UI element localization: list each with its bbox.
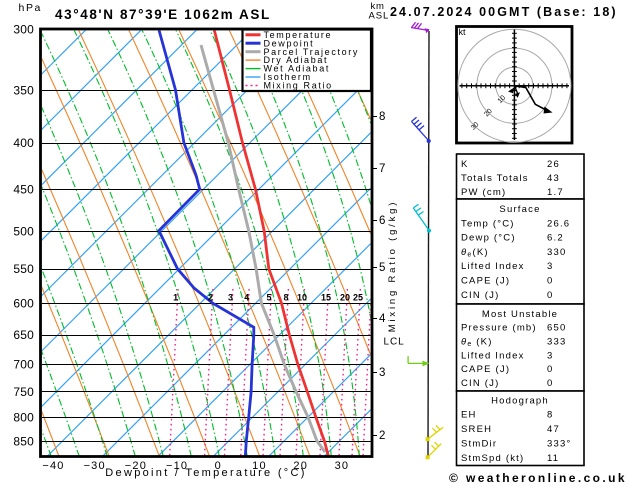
svg-text:3: 3: [547, 261, 553, 272]
svg-text:CAPE (J): CAPE (J): [461, 364, 510, 375]
svg-text:8: 8: [379, 111, 385, 123]
svg-text:550: 550: [13, 262, 34, 276]
svg-text:5: 5: [379, 262, 385, 274]
svg-text:Isotherm: Isotherm: [264, 72, 312, 82]
svg-text:850: 850: [13, 434, 34, 448]
svg-text:SREH: SREH: [461, 424, 492, 435]
svg-text:2: 2: [379, 430, 385, 442]
svg-text:10: 10: [252, 460, 267, 472]
svg-text:20: 20: [293, 460, 308, 472]
svg-text:0: 0: [547, 275, 553, 286]
svg-text:3: 3: [379, 367, 385, 379]
svg-text:43°48'N 87°39'E 1062m ASL: 43°48'N 87°39'E 1062m ASL: [55, 7, 271, 22]
svg-text:26.6: 26.6: [547, 218, 570, 229]
svg-text:−30: −30: [84, 460, 106, 472]
svg-text:StmDir: StmDir: [461, 438, 497, 449]
svg-text:650: 650: [13, 328, 34, 342]
svg-text:650: 650: [547, 322, 566, 333]
svg-text:11: 11: [547, 453, 559, 464]
svg-text:4: 4: [379, 313, 386, 325]
svg-text:4: 4: [244, 293, 249, 303]
svg-text:CIN (J): CIN (J): [461, 378, 499, 389]
svg-text:450: 450: [13, 183, 34, 197]
svg-text:Mixing Ratio: Mixing Ratio: [264, 81, 333, 91]
svg-text:ASL: ASL: [369, 11, 390, 22]
svg-text:20: 20: [340, 293, 350, 303]
svg-text:Dewp (°C): Dewp (°C): [461, 232, 516, 243]
svg-text:25: 25: [353, 293, 363, 303]
svg-text:−20: −20: [125, 460, 147, 472]
svg-text:350: 350: [13, 83, 34, 97]
svg-text:Lifted Index: Lifted Index: [461, 350, 525, 361]
svg-text:Dewpoint / Temperature (°C): Dewpoint / Temperature (°C): [105, 467, 306, 479]
svg-text:Most Unstable: Most Unstable: [482, 309, 558, 320]
svg-text:0: 0: [215, 460, 222, 472]
svg-text:10: 10: [297, 293, 307, 303]
svg-text:10: 10: [497, 94, 508, 105]
svg-text:Pressure (mb): Pressure (mb): [461, 322, 537, 333]
svg-text:6: 6: [379, 215, 385, 227]
svg-text:43: 43: [547, 173, 560, 184]
svg-text:Hodograph: Hodograph: [491, 395, 549, 406]
svg-text:333°: 333°: [547, 438, 571, 449]
svg-text:Temperature: Temperature: [264, 30, 333, 40]
svg-text:Dewpoint: Dewpoint: [264, 38, 315, 48]
svg-text:500: 500: [13, 224, 34, 238]
svg-text:hPa: hPa: [19, 2, 42, 14]
svg-text:750: 750: [13, 385, 34, 399]
svg-text:3: 3: [547, 350, 553, 361]
svg-text:CAPE (J): CAPE (J): [461, 275, 510, 286]
svg-text:km: km: [371, 1, 385, 12]
svg-text:400: 400: [13, 136, 34, 150]
svg-text:LCL: LCL: [384, 337, 405, 348]
svg-text:Dry Adiabat: Dry Adiabat: [264, 55, 329, 65]
svg-text:0: 0: [547, 364, 553, 375]
svg-text:PW (cm): PW (cm): [461, 187, 506, 198]
svg-text:2: 2: [208, 293, 213, 303]
svg-text:333: 333: [547, 336, 566, 347]
svg-text:5: 5: [266, 293, 271, 303]
svg-text:30: 30: [335, 460, 350, 472]
svg-text:Parcel Trajectory: Parcel Trajectory: [264, 47, 360, 57]
svg-text:6.2: 6.2: [547, 232, 564, 243]
svg-text:CIN (J): CIN (J): [461, 290, 499, 301]
svg-text:Temp (°C): Temp (°C): [461, 218, 515, 229]
svg-text:26: 26: [547, 159, 560, 170]
svg-text:600: 600: [13, 297, 34, 311]
svg-text:Lifted Index: Lifted Index: [461, 261, 525, 272]
svg-text:330: 330: [547, 247, 566, 258]
svg-text:8: 8: [283, 293, 288, 303]
svg-text:1: 1: [173, 293, 178, 303]
svg-text:EH: EH: [461, 409, 477, 420]
svg-text:Mixing Ratio (g/kg): Mixing Ratio (g/kg): [387, 200, 398, 332]
svg-text:−40: −40: [42, 460, 64, 472]
svg-text:20: 20: [483, 108, 494, 119]
svg-text:800: 800: [13, 410, 34, 424]
svg-text:−10: −10: [166, 460, 188, 472]
svg-text:0: 0: [547, 378, 553, 389]
svg-text:Totals Totals: Totals Totals: [461, 173, 529, 184]
svg-text:StmSpd (kt): StmSpd (kt): [461, 453, 524, 464]
svg-text:1.7: 1.7: [547, 187, 564, 198]
svg-text:8: 8: [547, 409, 553, 420]
svg-text:θe(K): θe(K): [461, 247, 489, 258]
svg-text:3: 3: [228, 293, 233, 303]
svg-text:30: 30: [470, 121, 481, 132]
svg-text:7: 7: [379, 163, 385, 175]
svg-text:Surface: Surface: [499, 204, 540, 215]
svg-text:15: 15: [321, 293, 331, 303]
svg-text:300: 300: [13, 22, 34, 36]
svg-text:24.07.2024 00GMT (Base: 18): 24.07.2024 00GMT (Base: 18): [390, 5, 618, 19]
svg-text:Wet Adiabat: Wet Adiabat: [264, 64, 331, 74]
svg-text:0: 0: [547, 290, 553, 301]
svg-text:© weatheronline.co.uk: © weatheronline.co.uk: [449, 471, 627, 485]
svg-text:700: 700: [13, 358, 34, 372]
svg-text:kt: kt: [459, 27, 467, 37]
svg-text:K: K: [461, 159, 469, 170]
svg-text:θe (K): θe (K): [461, 336, 493, 348]
svg-text:47: 47: [547, 424, 560, 435]
